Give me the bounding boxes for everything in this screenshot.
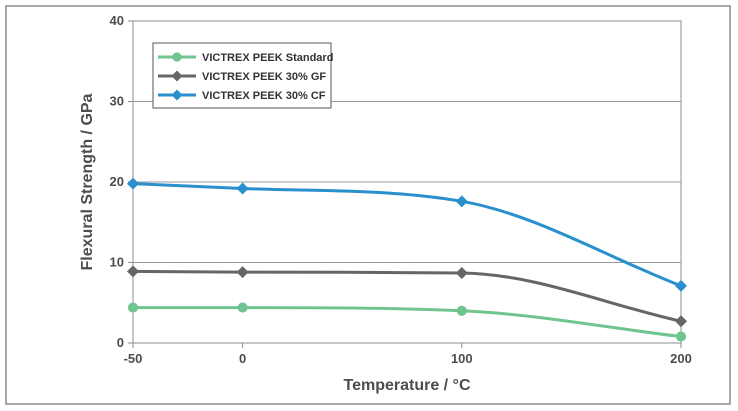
x-tick-label: 0 — [239, 351, 246, 366]
legend-marker — [172, 52, 181, 61]
data-point — [457, 306, 467, 316]
legend: VICTREX PEEK Standard VICTREX PEEK 30% GF… — [153, 43, 333, 108]
y-tick-label: 0 — [117, 335, 124, 350]
legend-label: VICTREX PEEK 30% CF — [202, 90, 326, 102]
x-axis-title: Temperature / °C — [343, 377, 470, 394]
legend-label: VICTREX PEEK 30% GF — [202, 71, 326, 83]
y-axis-title: Flexural Strength / GPa — [79, 93, 96, 270]
y-tick-label: 30 — [110, 94, 124, 109]
y-tick-label: 20 — [110, 174, 124, 189]
x-tick-label: 200 — [670, 351, 692, 366]
x-tick-label: -50 — [124, 351, 143, 366]
y-tick-label: 40 — [110, 13, 124, 28]
data-point — [128, 302, 138, 312]
data-point — [238, 302, 248, 312]
chart-frame — [6, 6, 730, 404]
y-tick-label: 10 — [110, 255, 124, 270]
legend-label: VICTREX PEEK Standard — [202, 52, 333, 64]
x-tick-label: 100 — [451, 351, 473, 366]
data-point — [676, 331, 686, 341]
